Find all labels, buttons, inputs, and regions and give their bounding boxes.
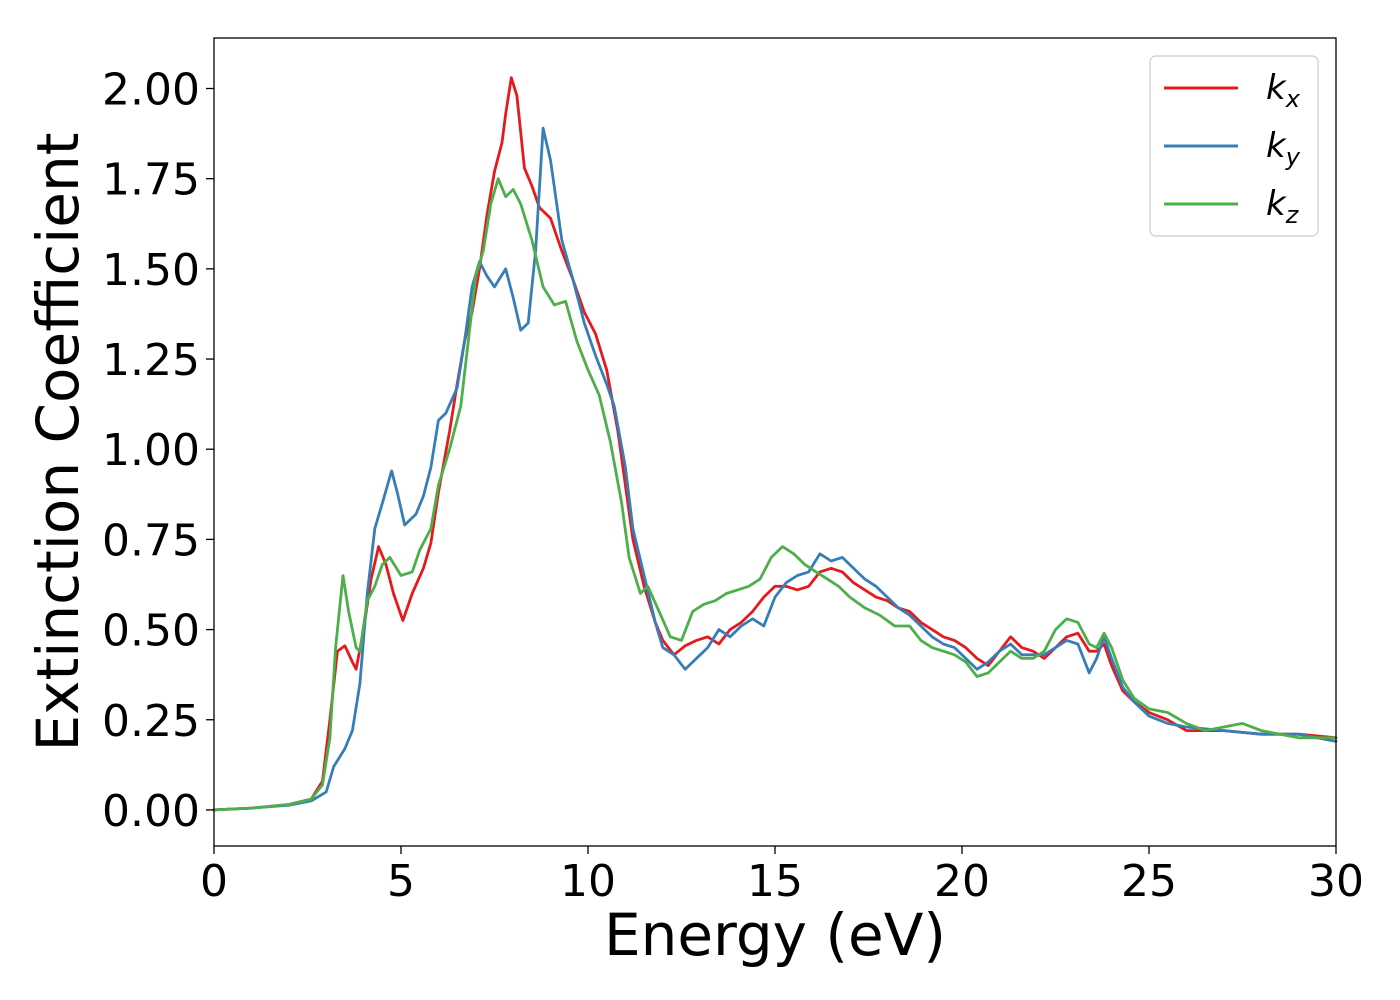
x-tick-label: 15 — [747, 856, 803, 907]
y-tick-label: 0.25 — [102, 696, 200, 747]
x-tick-label: 25 — [1121, 856, 1177, 907]
y-axis: 0.00 0.25 0.50 0.75 1.00 1.25 1.50 1.75 2.00 — [102, 65, 214, 837]
series-line-kx — [212, 76, 1338, 812]
x-tick-label: 30 — [1308, 856, 1364, 907]
y-tick-label: 0.00 — [102, 786, 200, 837]
x-tick-label: 0 — [200, 856, 228, 907]
y-tick-label: 2.00 — [102, 65, 200, 116]
y-tick-label: 0.50 — [102, 606, 200, 657]
x-axis-label: Energy (eV) — [604, 901, 946, 969]
y-tick-label: 1.75 — [102, 155, 200, 206]
y-tick-label: 1.50 — [102, 245, 200, 296]
x-axis: 0 5 10 15 20 25 30 — [200, 846, 1364, 907]
x-tick-label: 10 — [560, 856, 616, 907]
x-tick-label: 20 — [934, 856, 990, 907]
y-tick-label: 0.75 — [102, 515, 200, 566]
x-tick-label: 5 — [387, 856, 415, 907]
series-line-kz — [212, 177, 1338, 812]
y-axis-label: Extinction Coefficient — [24, 133, 92, 752]
y-tick-label: 1.25 — [102, 335, 200, 386]
y-tick-label: 1.00 — [102, 425, 200, 476]
series-line-ky — [212, 126, 1338, 812]
plot-lines — [212, 76, 1338, 812]
